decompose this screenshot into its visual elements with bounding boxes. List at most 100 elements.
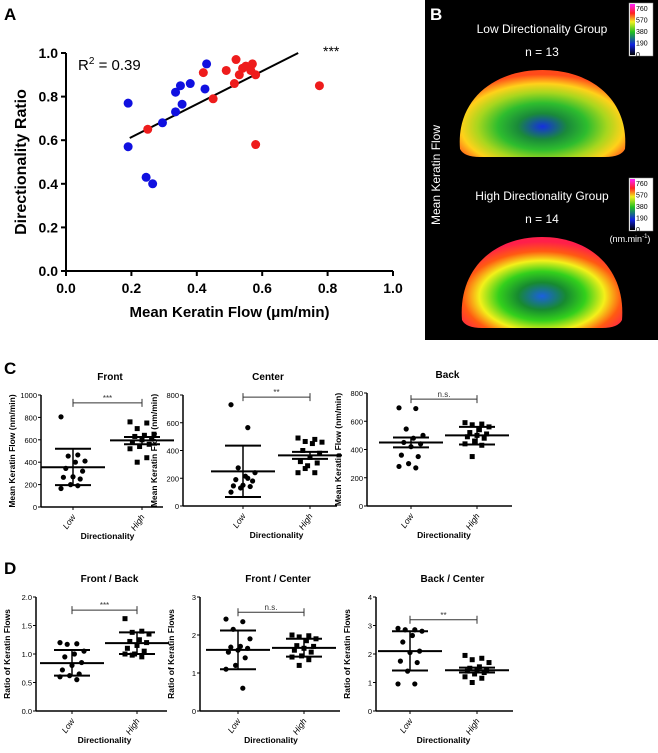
plot-title: Center xyxy=(252,372,284,383)
dotplot-front-back: Front / Back 0.0 0.5 1.0 1.5 2.0 Ratio of Kera… xyxy=(2,574,169,745)
data-point-high xyxy=(479,675,485,681)
data-point-high xyxy=(122,616,128,622)
plot-title: Back / Center xyxy=(421,574,485,585)
data-point-low xyxy=(74,641,80,647)
significance-label: ** xyxy=(440,611,446,620)
data-point-high xyxy=(296,634,302,640)
y-tick-label: 3 xyxy=(192,593,196,602)
panel-label-a: A xyxy=(4,5,16,24)
y-tick-label: 1.0 xyxy=(39,45,59,61)
colorbar-tick-label: 190 xyxy=(636,41,648,48)
y-tick-label: 0 xyxy=(359,502,363,511)
dotplot-front-center: Front / Center 0 1 2 3 Ratio of Keratin Flows… xyxy=(166,574,340,745)
panel-label-d: D xyxy=(4,559,16,578)
y-tick-label: 800 xyxy=(24,413,37,422)
data-point-low xyxy=(409,632,415,639)
y-tick-label: 2 xyxy=(368,650,372,659)
x-axis-label: Directionality xyxy=(78,735,132,745)
y-tick-label: 400 xyxy=(350,446,363,455)
x-axis-label: Directionality xyxy=(250,530,304,540)
data-point-high xyxy=(124,645,130,651)
x-axis-label: Directionality xyxy=(417,530,471,540)
data-point-high xyxy=(251,70,261,80)
y-tick-label: 0.4 xyxy=(39,176,59,192)
y-tick-label: 0 xyxy=(33,503,37,512)
heatmap-low-directionality xyxy=(459,70,626,157)
data-point-low xyxy=(396,405,402,411)
data-point-low xyxy=(223,616,229,622)
data-point-high xyxy=(294,643,300,649)
data-point-high xyxy=(464,434,470,440)
y-tick-label: 0 xyxy=(368,707,372,716)
x-tick-label: 0.2 xyxy=(122,280,142,296)
y-axis-label: Mean Keratin Flow (nm/min) xyxy=(333,393,343,507)
colorbar-tick-label: 0 xyxy=(636,52,640,59)
x-tick-label: 0.6 xyxy=(252,280,272,296)
data-point-high xyxy=(462,674,468,680)
data-point-high xyxy=(129,652,135,658)
data-point-high xyxy=(481,435,487,441)
significance-marker: *** xyxy=(323,43,340,59)
data-point-low xyxy=(413,405,419,412)
data-point-low xyxy=(228,644,234,650)
data-point-low xyxy=(413,465,419,471)
data-point-high xyxy=(141,432,147,438)
data-point-high xyxy=(472,671,478,677)
panel-a-scatter: 0.0 0.2 0.4 0.6 0.8 1.0 0.0 0.2 0.4 0.6 0.8 1.0 Mean… xyxy=(13,43,403,321)
colorbar-tick-label: 380 xyxy=(636,29,648,36)
y-axis-label: Mean Keratin Flow (nm/min) xyxy=(7,394,17,508)
data-point-low xyxy=(58,414,64,420)
y-tick-label: 600 xyxy=(24,436,37,445)
data-point-low xyxy=(75,452,81,458)
x-tick-label-low: Low xyxy=(231,511,249,530)
data-point-low xyxy=(247,483,253,490)
data-point-high xyxy=(297,459,303,465)
y-tick-label: 3 xyxy=(368,622,372,631)
data-point-high xyxy=(302,438,308,444)
data-point-high xyxy=(139,628,145,634)
data-point-low xyxy=(240,619,246,625)
significance-label: *** xyxy=(100,601,109,610)
y-tick-label: 600 xyxy=(166,419,179,428)
y-tick-label: 0.5 xyxy=(22,679,32,688)
data-point-low xyxy=(235,465,241,471)
data-point-low xyxy=(228,489,234,495)
data-point-low xyxy=(250,478,256,484)
y-axis-label: Directionality Ratio xyxy=(13,89,30,235)
data-point-low xyxy=(398,452,404,458)
data-point-high xyxy=(141,648,147,654)
data-point-high xyxy=(291,647,297,653)
x-tick-label-low: Low xyxy=(398,716,416,735)
data-point-low xyxy=(58,485,64,492)
data-point-high xyxy=(469,657,475,663)
data-point-low xyxy=(415,453,421,460)
x-tick-label: 1.0 xyxy=(383,280,403,296)
data-point-high xyxy=(314,81,324,91)
data-point-low xyxy=(171,107,181,117)
panel-label-c: C xyxy=(4,359,16,378)
data-point-low xyxy=(245,475,251,481)
data-point-low xyxy=(240,685,246,691)
data-point-high xyxy=(467,430,473,436)
data-point-high xyxy=(486,660,492,666)
data-point-high xyxy=(309,441,315,447)
data-point-high xyxy=(149,436,155,442)
x-tick-label: 0.8 xyxy=(318,280,338,296)
y-axis-label: Ratio of Keratin Flows xyxy=(2,609,12,699)
data-point-high xyxy=(289,632,295,638)
colorbar-tick-label: 190 xyxy=(636,216,648,223)
colorbar-gradient xyxy=(630,179,635,230)
data-point-high xyxy=(295,435,301,441)
plot-title: Front / Back xyxy=(81,574,139,585)
data-point-high xyxy=(312,470,318,476)
y-tick-label: 200 xyxy=(24,481,37,490)
y-tick-label: 0 xyxy=(175,502,179,511)
x-axis-label: Directionality xyxy=(417,735,471,745)
y-tick-label: 1.5 xyxy=(22,622,32,631)
x-tick-label: 0.4 xyxy=(187,280,207,296)
significance-label: n.s. xyxy=(265,603,278,612)
data-point-high xyxy=(314,460,320,466)
x-axis-label: Directionality xyxy=(81,531,135,541)
y-tick-label: 800 xyxy=(166,391,179,400)
